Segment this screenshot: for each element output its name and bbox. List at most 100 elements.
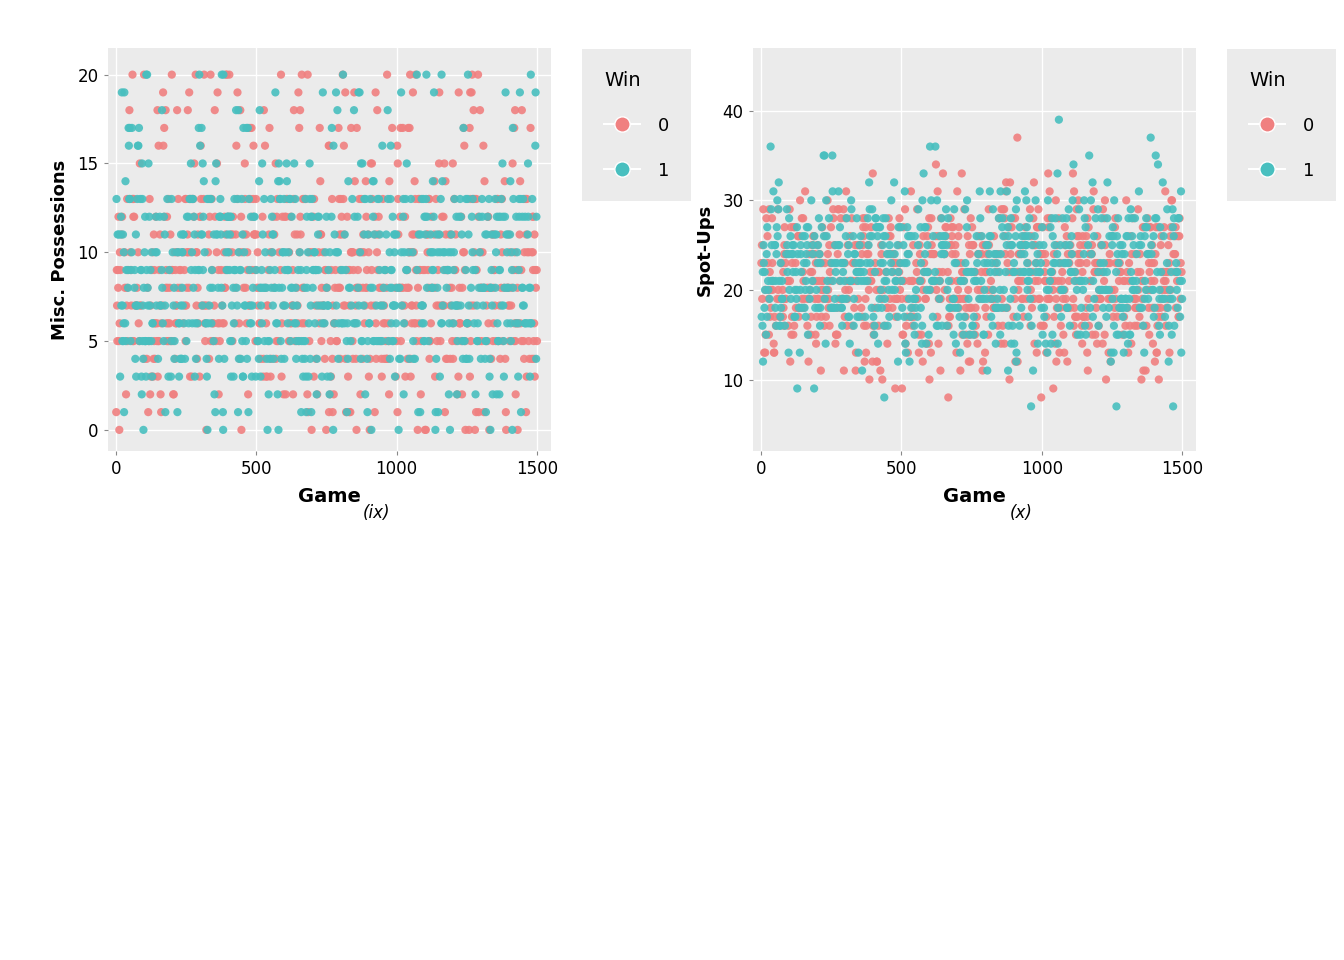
Point [802,237,824,252]
Point [218,209,239,225]
Point [411,298,433,313]
Point [1075,300,1097,316]
Point [309,120,331,135]
Point [438,227,460,242]
Point [430,245,452,260]
Point [964,264,985,279]
Point [327,245,348,260]
Point [284,227,305,242]
Point [832,291,853,306]
Point [250,369,271,384]
Point [910,300,931,316]
Point [363,333,384,348]
Point [953,274,974,289]
Point [298,333,320,348]
Point [230,351,251,367]
Point [458,351,480,367]
Point [231,191,253,206]
Point [825,327,847,343]
Point [1156,202,1177,217]
Point [441,280,462,296]
Point [982,202,1004,217]
Point [1031,300,1052,316]
Point [175,351,196,367]
Point [446,298,468,313]
Point [519,245,540,260]
Point [1004,336,1025,351]
Point [323,387,344,402]
Point [1141,237,1163,252]
Point [439,422,461,438]
Point [1054,220,1075,235]
Point [1007,130,1028,145]
Point [444,245,465,260]
Point [767,175,789,190]
Point [421,280,442,296]
Point [1028,220,1050,235]
Point [352,351,374,367]
Point [368,209,390,225]
Point [1077,309,1098,324]
Point [890,274,911,289]
Point [472,298,493,313]
Point [942,291,964,306]
Point [1075,228,1097,244]
Point [995,247,1016,262]
Point [396,351,418,367]
Point [827,247,848,262]
Point [1138,255,1160,271]
Point [945,255,966,271]
Point [852,309,874,324]
Point [114,245,136,260]
Point [812,255,833,271]
Point [238,298,259,313]
Point [288,262,309,277]
Point [429,84,450,100]
Point [293,333,314,348]
Point [524,369,546,384]
Point [829,274,851,289]
Point [1140,220,1161,235]
Point [234,156,255,171]
Point [482,227,504,242]
Point [1036,309,1058,324]
Point [1032,220,1054,235]
Point [1087,318,1109,333]
Point [398,120,419,135]
Point [349,351,371,367]
Point [301,422,323,438]
Point [493,333,515,348]
Point [798,247,820,262]
Point [300,245,321,260]
Point [1016,220,1038,235]
Point [1078,291,1099,306]
Point [146,316,168,331]
Point [113,316,134,331]
Point [1015,183,1036,199]
Point [1021,300,1043,316]
Point [941,274,962,289]
Point [403,316,425,331]
Point [923,274,945,289]
Point [204,387,226,402]
Point [1043,309,1064,324]
Point [124,209,145,225]
Point [1009,264,1031,279]
Point [120,191,141,206]
Point [270,262,292,277]
Point [375,333,396,348]
Point [504,120,526,135]
Point [146,333,168,348]
Point [943,255,965,271]
Point [520,316,542,331]
Point [778,282,800,298]
Point [894,183,915,199]
Point [411,298,433,313]
Point [1068,228,1090,244]
Point [778,247,800,262]
Point [457,67,478,83]
Point [1055,291,1077,306]
Point [929,274,950,289]
Point [1111,247,1133,262]
Point [204,209,226,225]
